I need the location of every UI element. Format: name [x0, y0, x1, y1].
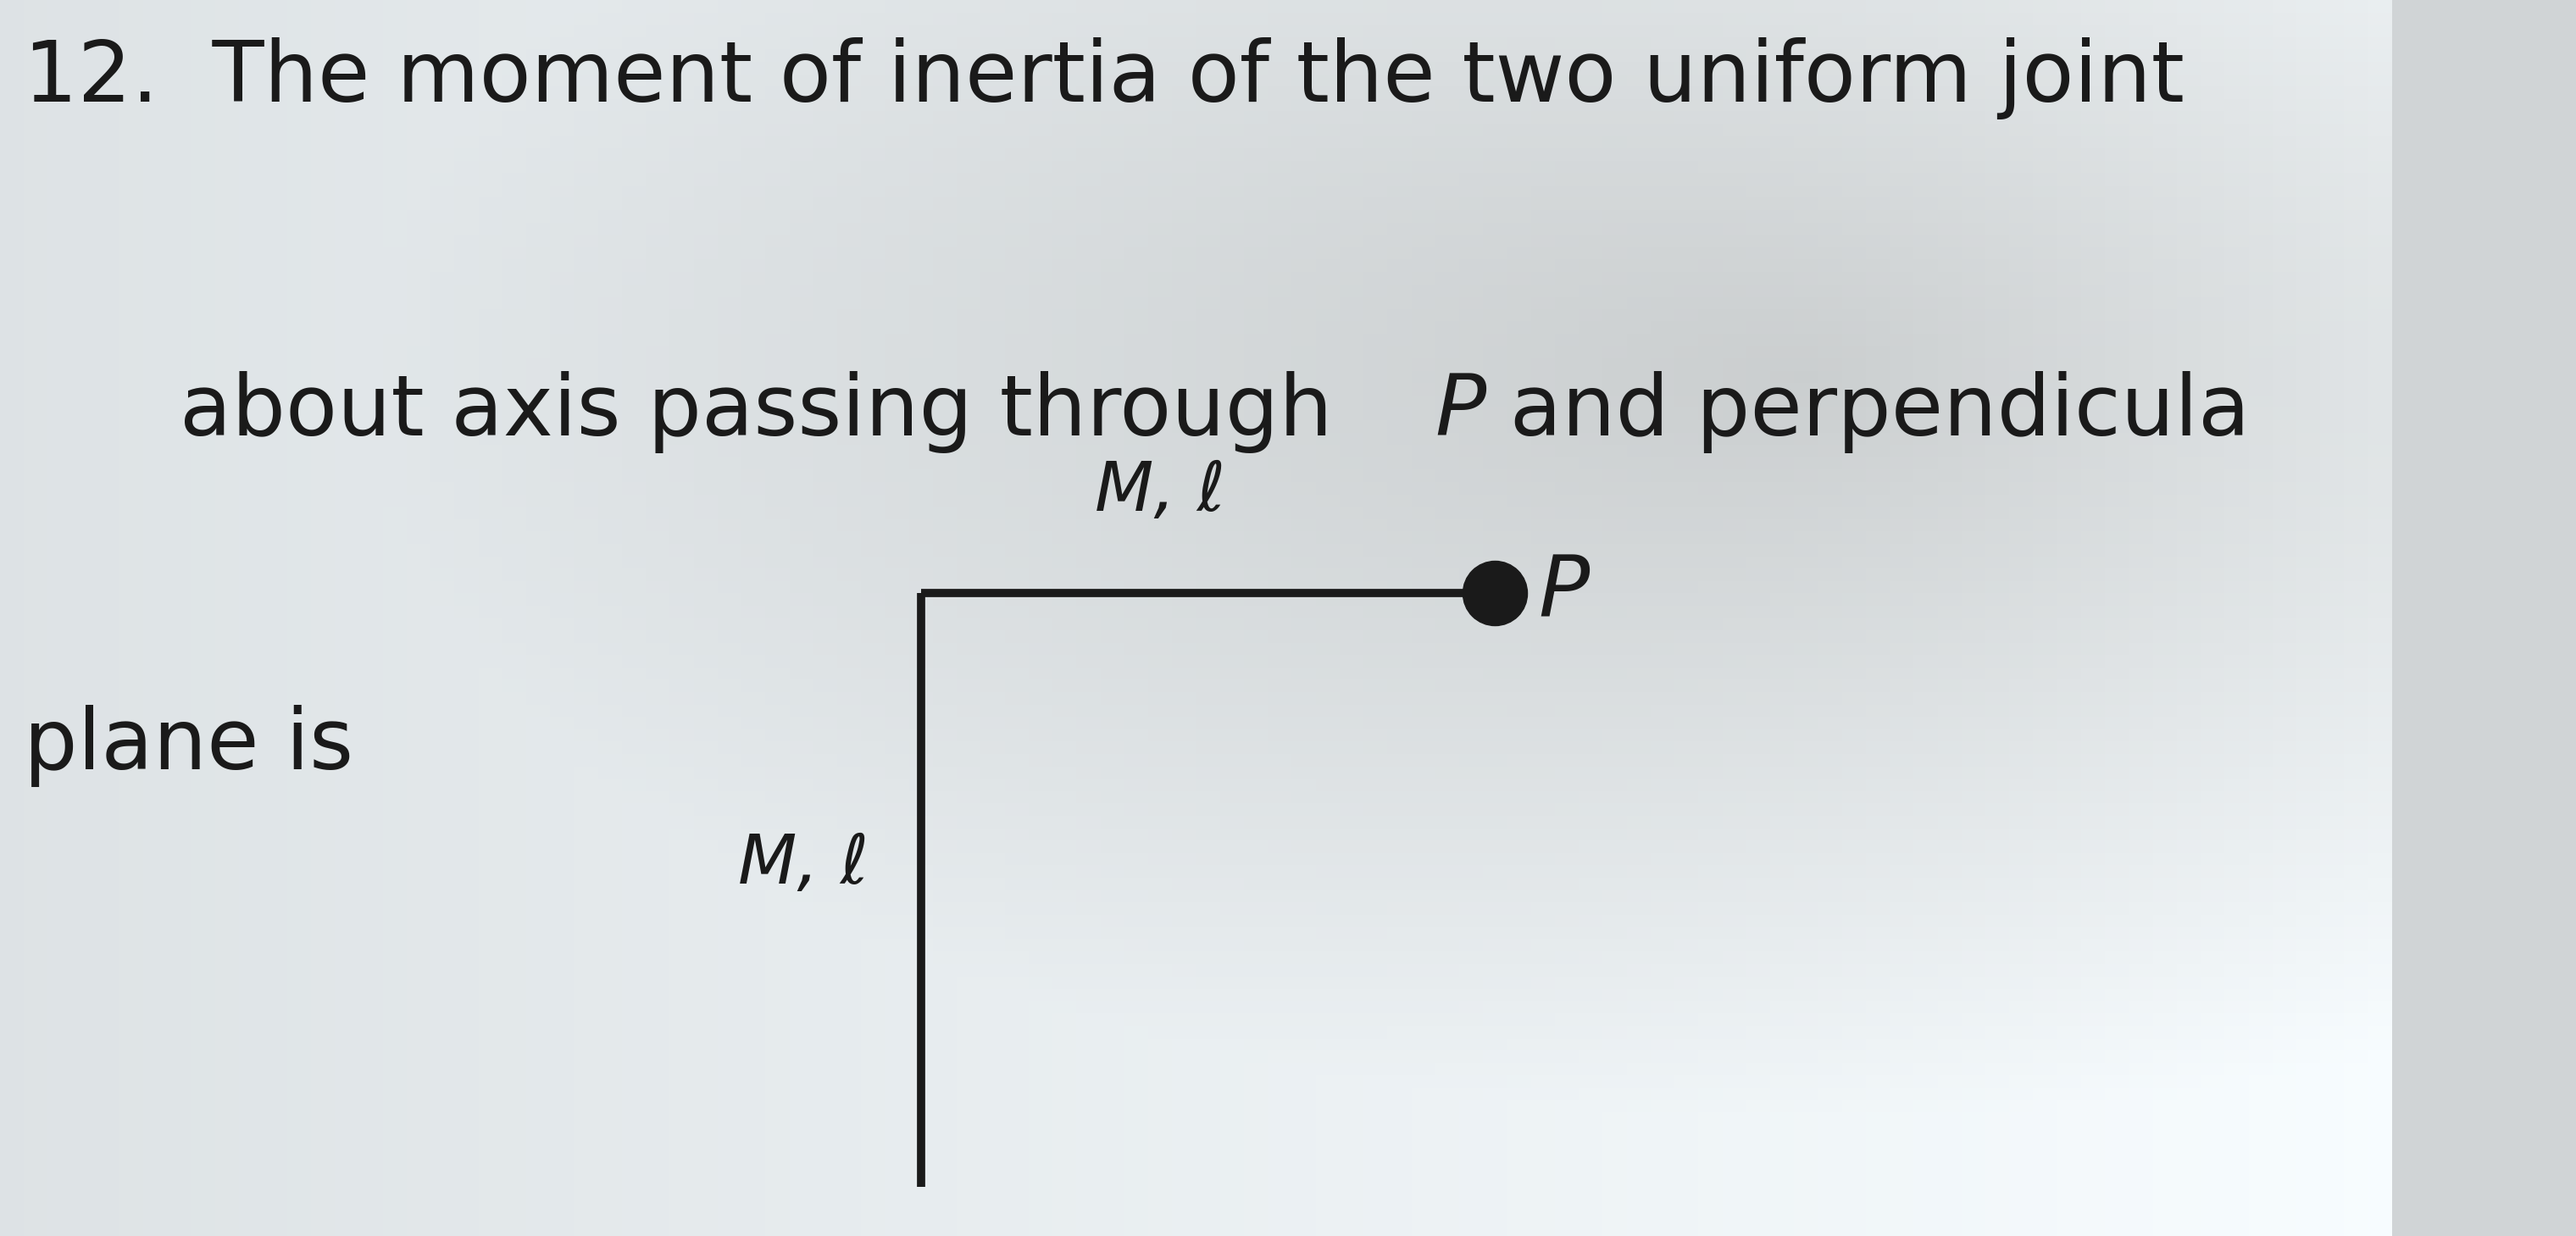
Text: P: P [1435, 371, 1486, 452]
Text: plane is: plane is [23, 705, 353, 786]
Text: and perpendicula: and perpendicula [1484, 371, 2249, 452]
Text: 12.  The moment of inertia of the two uniform joint: 12. The moment of inertia of the two uni… [23, 37, 2184, 119]
Point [1473, 583, 1515, 603]
Text: M, ℓ: M, ℓ [1095, 460, 1226, 525]
Text: M, ℓ: M, ℓ [737, 832, 868, 899]
Text: P: P [1538, 552, 1589, 634]
Text: about axis passing through: about axis passing through [180, 371, 1360, 452]
